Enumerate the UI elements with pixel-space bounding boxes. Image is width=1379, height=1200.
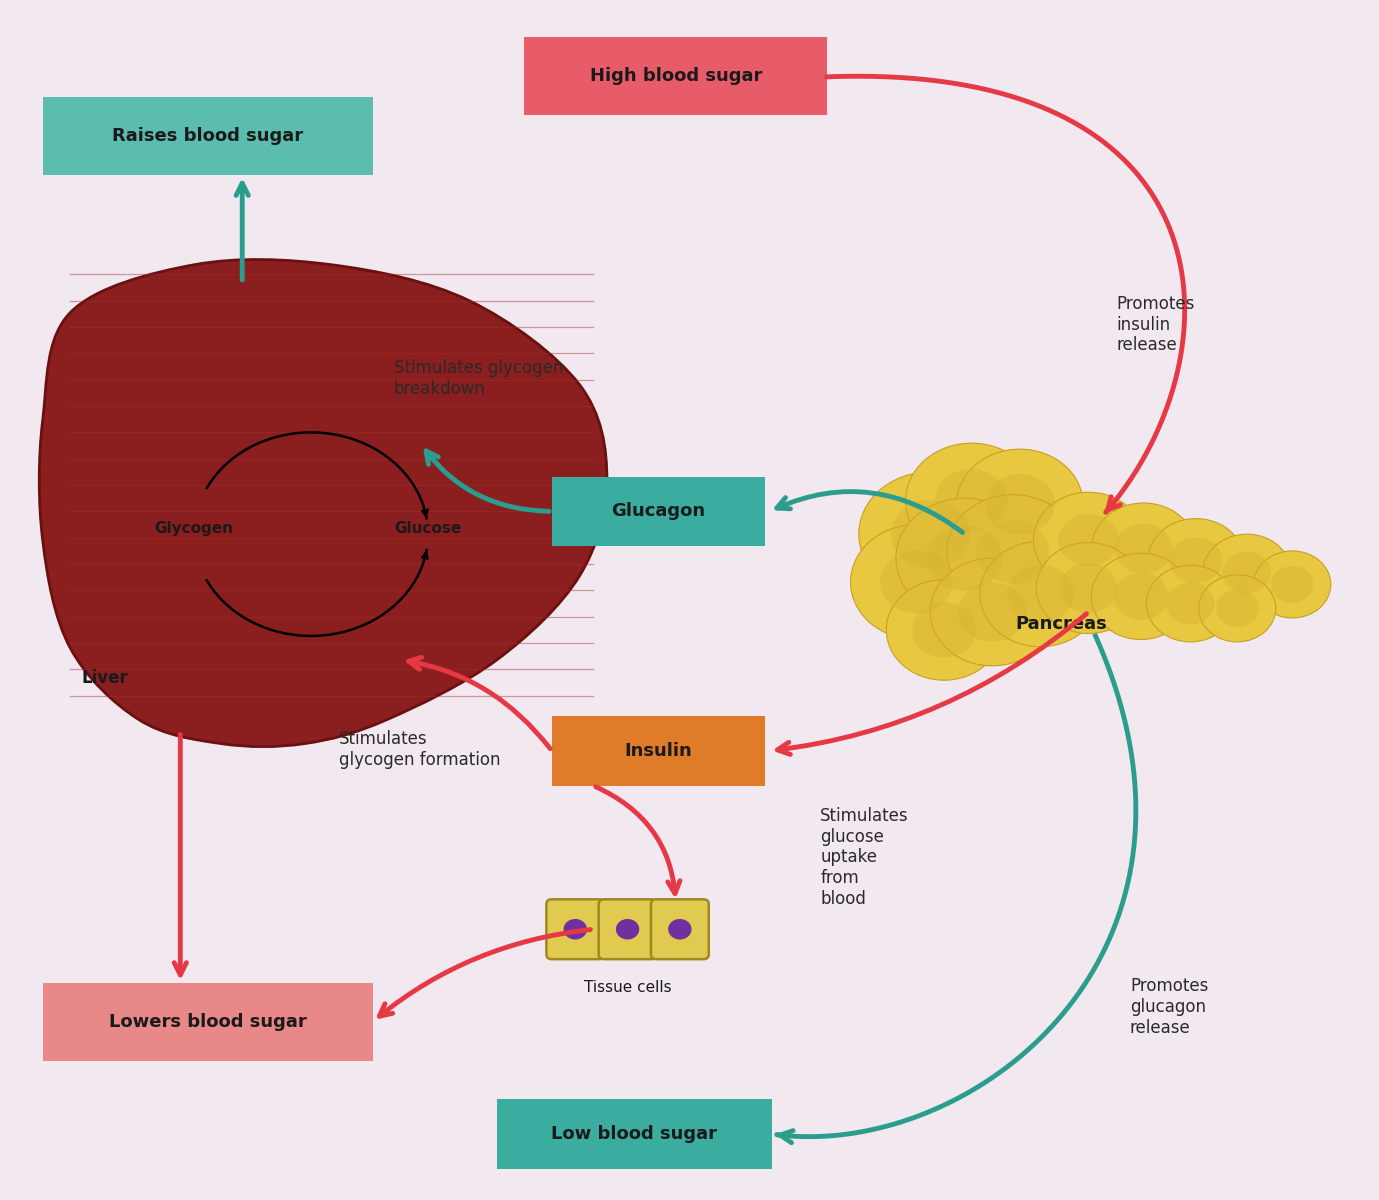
- Text: Stimulates
glycogen formation: Stimulates glycogen formation: [339, 731, 501, 769]
- Circle shape: [980, 541, 1100, 647]
- Text: Promotes
glucagon
release: Promotes glucagon release: [1129, 977, 1208, 1037]
- FancyBboxPatch shape: [598, 899, 656, 959]
- Circle shape: [935, 469, 1008, 533]
- Circle shape: [669, 919, 691, 938]
- Circle shape: [891, 500, 969, 569]
- Circle shape: [906, 443, 1037, 558]
- Circle shape: [1036, 542, 1140, 634]
- Circle shape: [947, 494, 1078, 610]
- Text: High blood sugar: High blood sugar: [590, 67, 763, 85]
- Text: Lowers blood sugar: Lowers blood sugar: [109, 1013, 306, 1031]
- Text: Pancreas: Pancreas: [1015, 614, 1107, 632]
- Circle shape: [927, 526, 1003, 592]
- Circle shape: [616, 919, 638, 938]
- Circle shape: [1146, 565, 1234, 642]
- Circle shape: [1169, 538, 1222, 583]
- Circle shape: [1223, 551, 1271, 594]
- Circle shape: [1198, 575, 1276, 642]
- Circle shape: [1202, 534, 1291, 611]
- Circle shape: [957, 449, 1083, 559]
- Text: Glucagon: Glucagon: [611, 503, 706, 521]
- Circle shape: [985, 474, 1055, 534]
- Circle shape: [1058, 514, 1118, 566]
- FancyBboxPatch shape: [524, 37, 827, 115]
- Text: Liver: Liver: [81, 668, 128, 686]
- Circle shape: [880, 551, 953, 613]
- Circle shape: [1033, 492, 1143, 588]
- Circle shape: [1271, 566, 1313, 602]
- Text: Stimulates
glucose
uptake
from
blood: Stimulates glucose uptake from blood: [821, 806, 909, 908]
- Text: Glycogen: Glycogen: [154, 521, 233, 535]
- Text: Promotes
insulin
release: Promotes insulin release: [1116, 295, 1194, 354]
- Circle shape: [1007, 565, 1074, 623]
- Text: Insulin: Insulin: [625, 742, 692, 760]
- Circle shape: [887, 580, 1003, 680]
- FancyBboxPatch shape: [43, 97, 372, 175]
- Circle shape: [1254, 551, 1331, 618]
- Text: Stimulates glycogen
breakdown: Stimulates glycogen breakdown: [393, 359, 563, 398]
- Text: Glucose: Glucose: [394, 521, 462, 535]
- Circle shape: [1167, 582, 1215, 625]
- Circle shape: [1147, 518, 1244, 602]
- Circle shape: [1091, 503, 1196, 594]
- FancyBboxPatch shape: [552, 476, 765, 546]
- Circle shape: [564, 919, 586, 938]
- Text: Raises blood sugar: Raises blood sugar: [112, 127, 303, 145]
- FancyBboxPatch shape: [651, 899, 709, 959]
- FancyBboxPatch shape: [43, 983, 372, 1061]
- Text: Low blood sugar: Low blood sugar: [552, 1124, 717, 1142]
- Circle shape: [958, 582, 1026, 642]
- PathPatch shape: [39, 259, 607, 746]
- FancyBboxPatch shape: [496, 1099, 772, 1169]
- Circle shape: [931, 558, 1054, 666]
- Circle shape: [913, 602, 976, 658]
- Circle shape: [1091, 553, 1190, 640]
- Circle shape: [1216, 590, 1259, 626]
- Circle shape: [851, 524, 983, 640]
- Circle shape: [976, 521, 1049, 583]
- Circle shape: [1060, 563, 1117, 613]
- FancyBboxPatch shape: [552, 716, 765, 786]
- FancyBboxPatch shape: [546, 899, 604, 959]
- Text: Tissue cells: Tissue cells: [583, 979, 672, 995]
- Circle shape: [1114, 523, 1172, 574]
- Circle shape: [896, 498, 1033, 618]
- Circle shape: [1114, 572, 1168, 620]
- Circle shape: [859, 472, 1003, 596]
